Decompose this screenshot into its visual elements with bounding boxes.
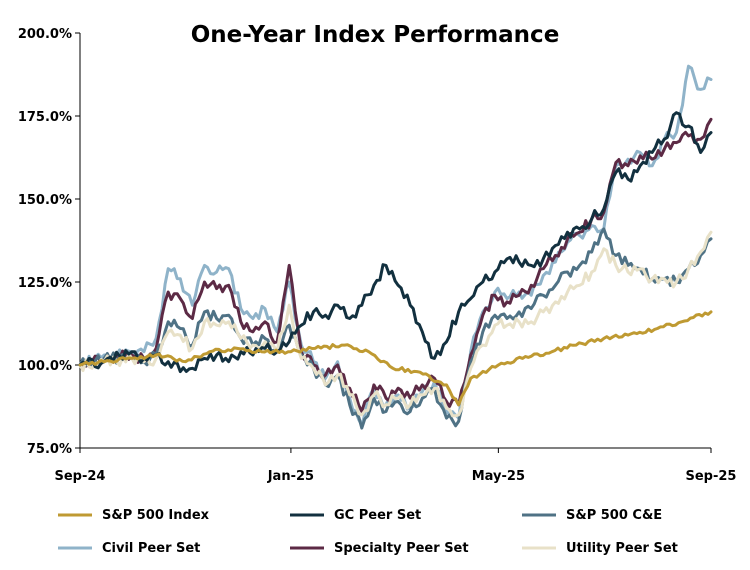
- y-tick-label: 175.0%: [18, 110, 72, 125]
- y-tick-label: 200.0%: [18, 27, 72, 42]
- legend-entry-civil-peer-set: Civil Peer Set: [58, 541, 200, 556]
- y-tick-label: 150.0%: [18, 193, 72, 208]
- legend-entry-utility-peer-set: Utility Peer Set: [522, 541, 678, 556]
- legend-label: Specialty Peer Set: [334, 541, 469, 556]
- axes: 75.0% 100.0% 125.0% 150.0% 175.0% 200.0% Sep-2…: [18, 27, 737, 484]
- x-tick-label: Sep-25: [686, 469, 737, 484]
- series-line-s-p-500-index: [78, 310, 713, 407]
- series-line-s-p-500-c-e: [78, 227, 713, 430]
- y-tick-label: 100.0%: [18, 359, 72, 374]
- y-tick-label: 75.0%: [27, 442, 72, 457]
- legend-label: S&P 500 C&E: [566, 508, 662, 523]
- x-tick-label: Sep-24: [55, 469, 106, 484]
- legend-label: GC Peer Set: [334, 508, 421, 523]
- legend-entry-specialty-peer-set: Specialty Peer Set: [290, 541, 469, 556]
- legend-label: S&P 500 Index: [102, 508, 210, 523]
- series-line-utility-peer-set: [78, 230, 713, 418]
- series-layer: [78, 64, 713, 430]
- chart-title: One-Year Index Performance: [191, 22, 560, 48]
- legend-entry-s-p-500-c-e: S&P 500 C&E: [522, 508, 662, 523]
- series-line-gc-peer-set: [78, 111, 713, 374]
- x-tick-label: Jan-25: [267, 469, 314, 484]
- legend-label: Civil Peer Set: [102, 541, 200, 556]
- legend-entry-gc-peer-set: GC Peer Set: [290, 508, 421, 523]
- legend-entry-s-p-500-index: S&P 500 Index: [58, 508, 210, 523]
- legend: S&P 500 Index GC Peer Set S&P 500 C&E Civil…: [58, 508, 678, 556]
- y-tick-label: 125.0%: [18, 276, 72, 291]
- x-tick-label: May-25: [472, 469, 525, 484]
- legend-label: Utility Peer Set: [566, 541, 678, 556]
